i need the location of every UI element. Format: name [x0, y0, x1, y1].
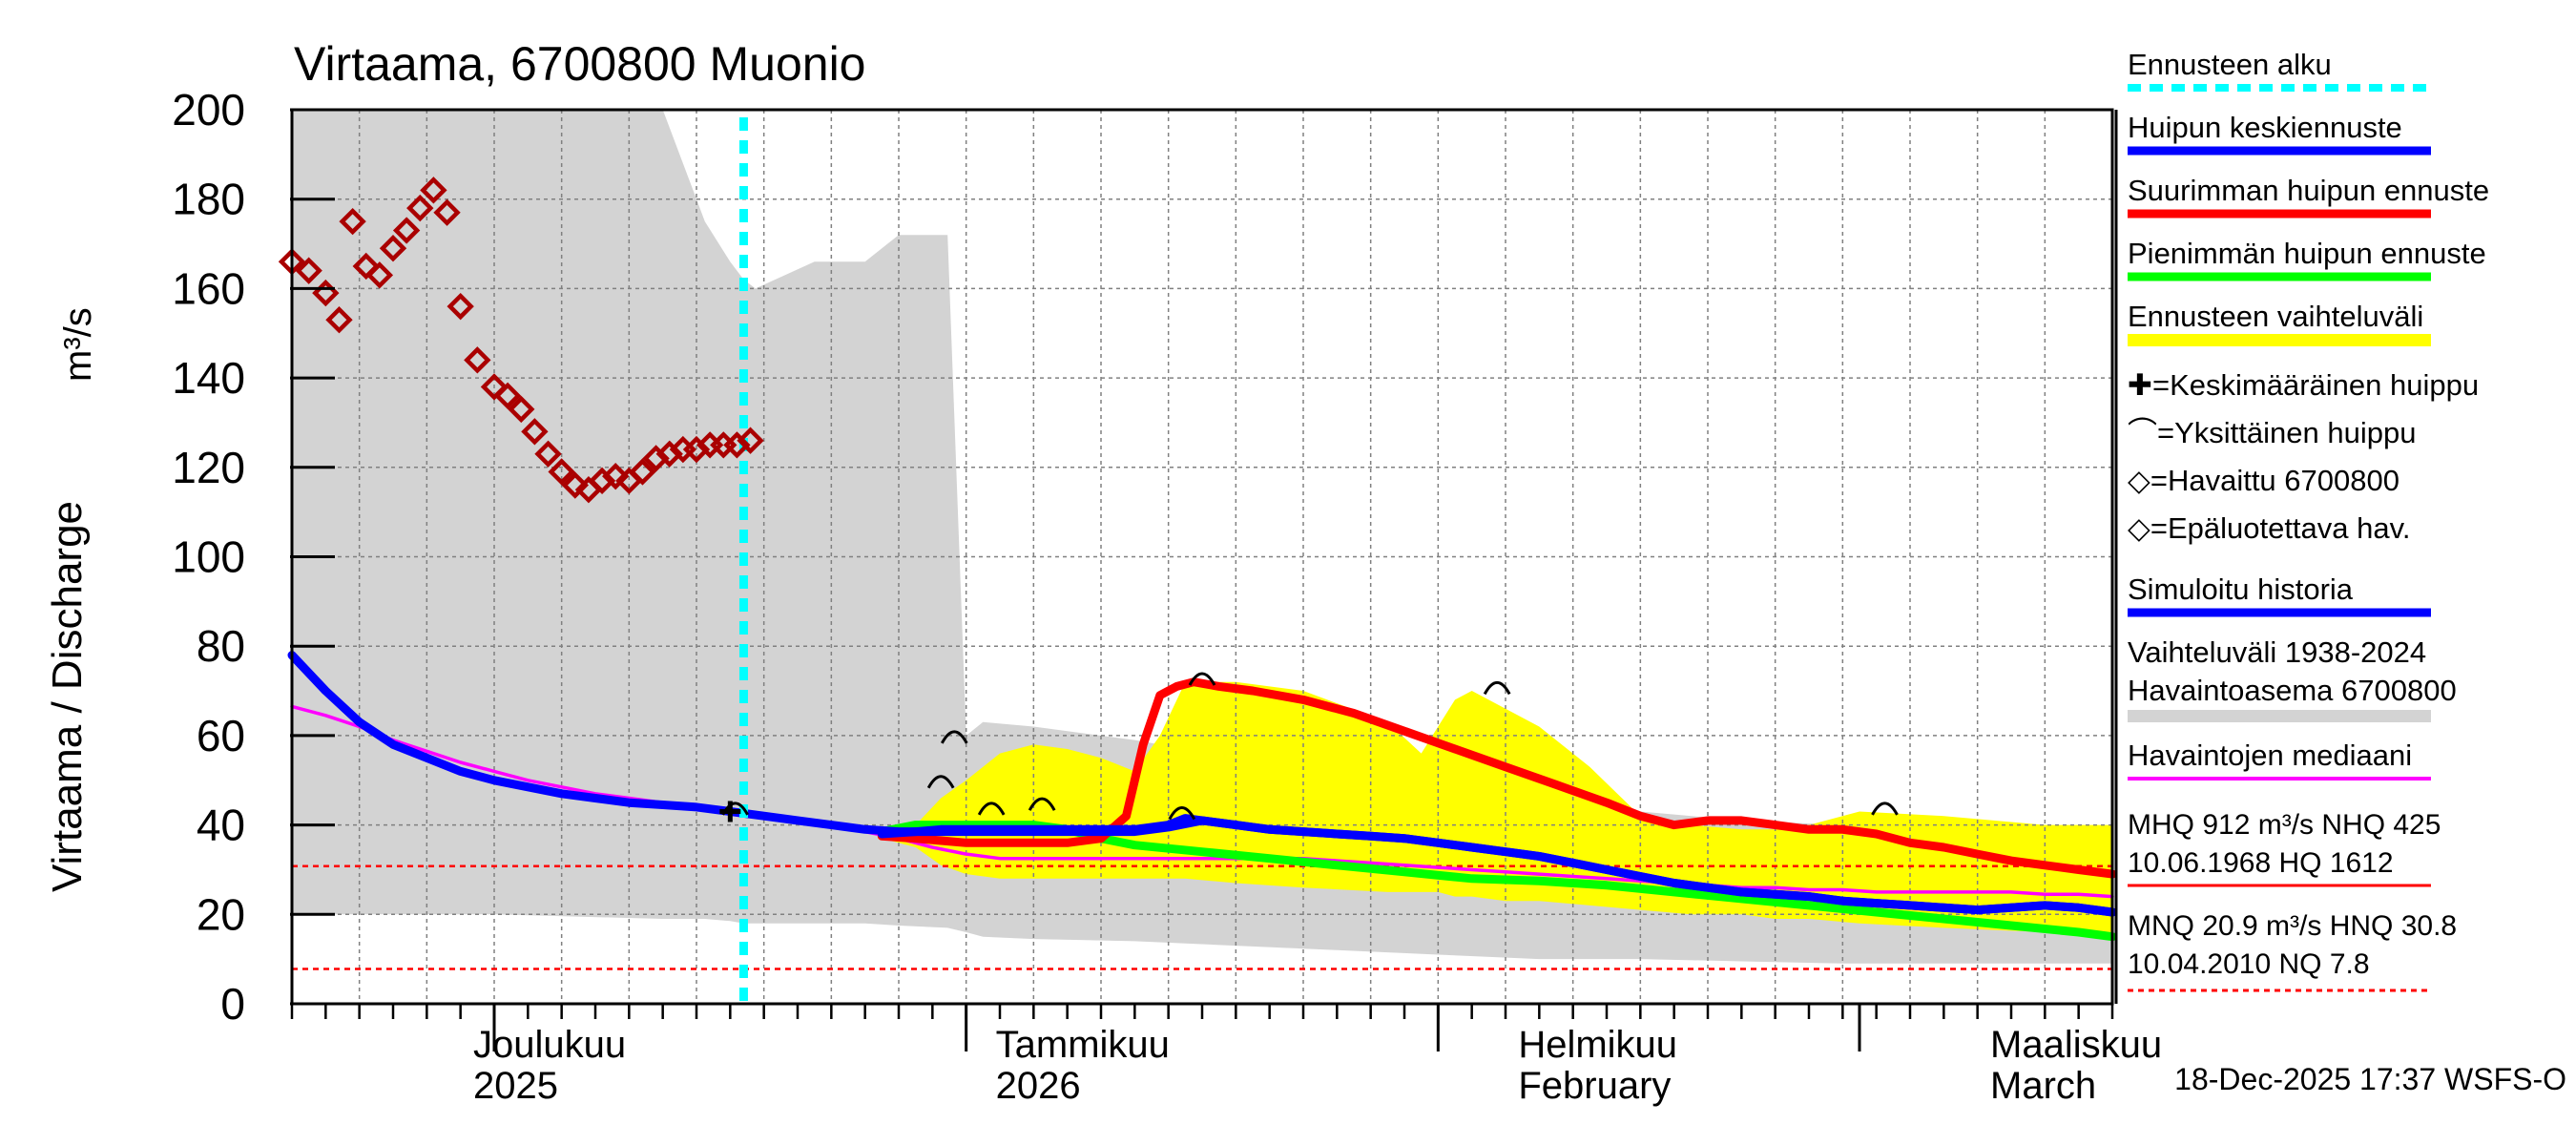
observation-point: [464, 346, 491, 374]
y-tick-label: 0: [220, 979, 245, 1029]
observation-point: [561, 471, 589, 499]
observation-point: [602, 462, 630, 490]
legend-label: Suurimman huipun ennuste: [2128, 174, 2489, 207]
chart-title: Virtaama, 6700800 Muonio: [294, 37, 866, 91]
individual-peak-marker: [977, 802, 1006, 816]
peak-markers: [719, 672, 1899, 822]
month-label-3-line2: February: [1518, 1065, 1671, 1107]
observation-markers: [278, 177, 764, 504]
y-tick-label: 100: [172, 532, 245, 582]
observation-point: [433, 198, 461, 226]
observation-point: [420, 177, 447, 204]
observation-point: [392, 217, 421, 244]
legend-swatch-band: [2128, 710, 2431, 722]
history-range-band: [292, 110, 2112, 964]
legend-label: ✚=Keskimääräinen huippu: [2128, 368, 2479, 402]
observation-point: [406, 194, 434, 222]
y-tick-label: 20: [197, 889, 245, 939]
y-tick-labels: 0 20 40 60 80 100 120 140 160 180 200: [172, 85, 335, 1029]
forecast-range-band: [882, 681, 2112, 937]
y-tick-label: 120: [172, 443, 245, 492]
series-havaintojen-mediaani: [290, 704, 2114, 899]
y-axis-unit: m³/s: [57, 307, 99, 382]
y-tick-label: 180: [172, 175, 245, 224]
timestamp: 18-Dec-2025 17:37 WSFS-O: [2174, 1062, 2566, 1096]
observation-point: [508, 395, 535, 424]
stats-line-3: MNQ 20.9 m³/s HNQ 30.8: [2128, 910, 2457, 942]
individual-peak-marker: [1188, 672, 1216, 686]
series-huipun-keskiennuste: [877, 814, 2117, 917]
observation-point: [534, 440, 562, 468]
legend-label: Havaintoasema 6700800: [2128, 674, 2457, 707]
stats-line-2: 10.06.1968 HQ 1612: [2128, 847, 2394, 879]
individual-peak-marker: [1168, 806, 1196, 821]
stats-line-1: MHQ 912 m³/s NHQ 425: [2128, 809, 2441, 841]
series-layer: [287, 651, 2117, 942]
individual-peak-marker: [926, 775, 955, 789]
legend-label: ◇=Havaittu 6700800: [2128, 464, 2399, 497]
individual-peak-marker: [1871, 802, 1899, 816]
legend-label: Huipun keskiennuste: [2128, 111, 2402, 144]
legend-swatch-band: [2128, 334, 2431, 346]
month-label-2-line2: 2026: [996, 1065, 1081, 1107]
observation-point: [480, 373, 509, 401]
observation-point: [548, 458, 575, 486]
legend-label: Vaihteluväli 1938-2024: [2128, 635, 2426, 669]
observation-point: [352, 252, 380, 281]
mean-peak-marker: [719, 801, 741, 822]
legend-label: Pienimmän huipun ennuste: [2128, 237, 2486, 270]
individual-peak-marker: [1483, 680, 1511, 696]
y-tick-label: 200: [172, 85, 245, 135]
series-suurimman-huipun-ennuste: [877, 677, 2117, 879]
observation-point: [295, 257, 322, 284]
legend-label: Simuloitu historia: [2128, 572, 2354, 606]
individual-peak-marker: [1028, 797, 1056, 811]
grid-lines: [292, 110, 2112, 1004]
forecast-range-area: [882, 681, 2112, 937]
y-axis-label: Virtaama / Discharge: [44, 501, 91, 892]
series-pienimm-n-huipun-ennuste: [877, 821, 2117, 942]
y-tick-label: 140: [172, 353, 245, 403]
observation-point: [379, 235, 407, 262]
stats-line-4: 10.04.2010 NQ 7.8: [2128, 948, 2370, 980]
individual-peak-marker: [940, 730, 968, 744]
observation-point: [521, 418, 549, 446]
observation-point: [447, 292, 474, 321]
observation-point: [629, 458, 656, 486]
history-range-area: [292, 110, 2112, 964]
observation-point: [365, 261, 394, 289]
x-tick-marks: [290, 1004, 2114, 1051]
month-label-1-line2: 2025: [473, 1065, 558, 1107]
observation-point: [325, 306, 353, 334]
y-tick-label: 60: [197, 711, 245, 760]
legend-label: Ennusteen alku: [2128, 48, 2332, 81]
observation-point: [339, 207, 366, 236]
legend-label: Havaintojen mediaani: [2128, 739, 2412, 772]
legend: Ennusteen alku Huipun keskiennuste Suurimm…: [2128, 48, 2489, 781]
observation-point: [493, 382, 522, 410]
y-tick-label: 40: [197, 801, 245, 850]
legend-label: ◇=Epäluotettava hav.: [2128, 511, 2410, 545]
y-tick-label: 160: [172, 263, 245, 313]
month-label-4-line2: March: [1990, 1065, 2096, 1107]
month-label-3-line1: Helmikuu: [1518, 1024, 1677, 1066]
month-label-4-line1: Maaliskuu: [1990, 1024, 2162, 1066]
y-tick-label: 80: [197, 621, 245, 671]
legend-label: Ennusteen vaihteluväli: [2128, 300, 2423, 333]
month-label-2-line1: Tammikuu: [996, 1024, 1170, 1066]
legend-label: ⌒=Yksittäinen huippu: [2128, 416, 2416, 449]
month-label-1-line1: Joulukuu: [473, 1024, 626, 1066]
observation-point: [737, 427, 764, 454]
